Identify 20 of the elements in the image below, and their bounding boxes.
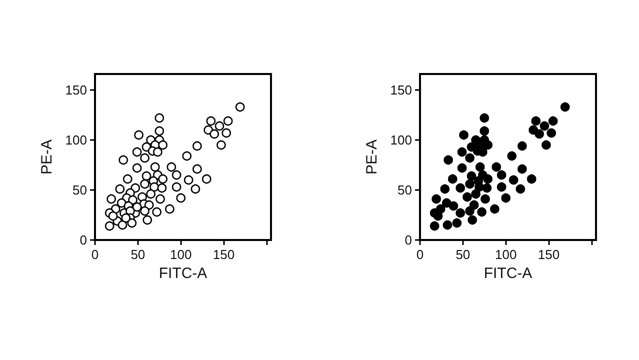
y-axis-title: PE-A <box>363 139 380 175</box>
x-axis-title: FITC-A <box>484 265 532 282</box>
y-tick-label: 100 <box>390 132 412 148</box>
x-tick-label: 150 <box>212 247 235 262</box>
y-tick-label: 50 <box>398 182 412 198</box>
y-tick-label: 100 <box>65 132 87 148</box>
x-tick-label: 50 <box>130 247 146 262</box>
x-tick-label: 150 <box>538 247 560 262</box>
y-tick-label: 0 <box>80 232 87 248</box>
x-tick-label: 50 <box>456 247 470 262</box>
x-tick-label: 100 <box>495 247 517 262</box>
x-tick-label: 100 <box>170 247 192 262</box>
y-tick-label: 150 <box>390 82 412 98</box>
x-tick-label: 0 <box>416 247 424 262</box>
y-tick-label: 150 <box>65 82 87 98</box>
y-tick-label: 50 <box>72 182 87 198</box>
y-axis-title: PE-A <box>38 139 56 175</box>
x-axis-title: FITC-A <box>158 265 208 282</box>
x-tick-label: 0 <box>91 247 99 262</box>
y-tick-label: 0 <box>404 232 412 248</box>
